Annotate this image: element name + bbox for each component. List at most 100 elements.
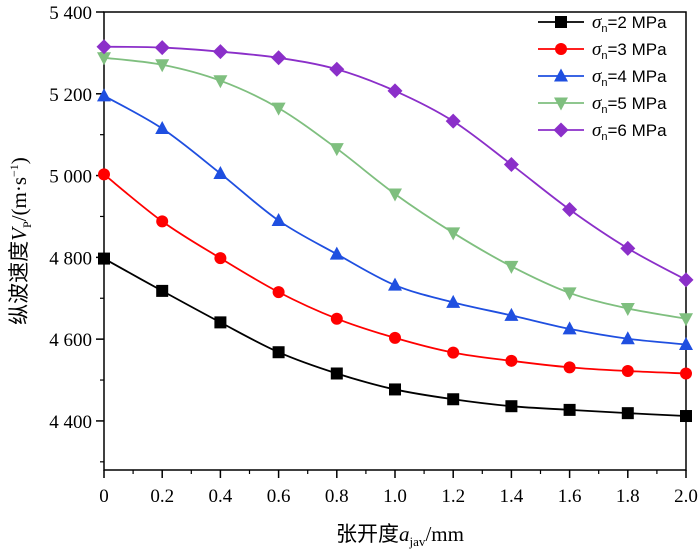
y-tick-label: 5 000 bbox=[49, 167, 92, 188]
x-tick-label: 1.2 bbox=[441, 486, 465, 507]
circle-marker bbox=[555, 43, 567, 55]
x-tick-label: 2.0 bbox=[674, 486, 698, 507]
y-axis-title: 纵波速度VP/(m·s−1) bbox=[7, 157, 34, 325]
triangle-up-marker bbox=[504, 307, 519, 321]
triangle-down-marker bbox=[446, 227, 461, 241]
diamond-marker bbox=[387, 83, 403, 99]
triangle-up-marker bbox=[620, 331, 635, 345]
diamond-marker bbox=[212, 44, 228, 60]
triangle-down-marker bbox=[504, 260, 519, 274]
y-tick-label: 5 400 bbox=[49, 3, 92, 24]
legend-item-1: σn=2 MPa bbox=[538, 12, 667, 35]
square-marker bbox=[505, 400, 518, 413]
series-line bbox=[103, 45, 687, 281]
series-4 bbox=[97, 52, 693, 327]
square-marker bbox=[98, 252, 110, 265]
x-axis-title: 张开度ajav/mm bbox=[336, 522, 464, 549]
diamond-marker bbox=[553, 122, 569, 138]
triangle-up-marker bbox=[388, 277, 402, 291]
legend-item-5: σn=6 MPa bbox=[538, 120, 667, 143]
square-marker bbox=[621, 407, 634, 420]
legend-label: σn=2 MPa bbox=[592, 12, 667, 35]
triangle-up-marker bbox=[97, 88, 111, 102]
legend-label: σn=5 MPa bbox=[592, 93, 667, 116]
diamond-marker bbox=[620, 240, 636, 256]
legend-label: σn=4 MPa bbox=[592, 66, 667, 89]
triangle-down-marker bbox=[271, 102, 286, 116]
diamond-marker bbox=[562, 202, 578, 218]
circle-marker bbox=[389, 331, 401, 344]
x-tick-label: 1.8 bbox=[616, 486, 640, 507]
circle-marker bbox=[563, 361, 576, 374]
x-tick-label: 0.6 bbox=[267, 486, 291, 507]
circle-marker bbox=[505, 354, 518, 367]
diamond-marker bbox=[329, 61, 345, 77]
square-marker bbox=[447, 393, 460, 406]
series-3 bbox=[97, 88, 693, 350]
legend-item-4: σn=5 MPa bbox=[538, 93, 667, 116]
triangle-up-marker bbox=[679, 336, 693, 350]
triangle-down-marker bbox=[329, 143, 344, 157]
circle-marker bbox=[447, 346, 460, 359]
x-tick-label: 1.6 bbox=[558, 486, 582, 507]
triangle-up-marker bbox=[213, 166, 228, 180]
square-marker bbox=[214, 316, 227, 329]
square-marker bbox=[330, 367, 343, 380]
square-marker bbox=[563, 403, 576, 416]
y-tick-label: 5 200 bbox=[49, 85, 92, 106]
series-5 bbox=[96, 39, 694, 288]
y-tick-label: 4 800 bbox=[49, 248, 92, 269]
square-marker bbox=[156, 284, 169, 297]
legend-item-2: σn=3 MPa bbox=[538, 39, 667, 62]
axes: 0 0.2 0.4 0.6 0.8 1.0 1.2 1.4 1.6 1.8 2.0 4 400 4 60… bbox=[49, 3, 698, 507]
series-layer bbox=[96, 39, 694, 423]
triangle-up-marker bbox=[329, 246, 344, 260]
square-marker bbox=[555, 16, 567, 28]
triangle-down-marker bbox=[155, 59, 170, 73]
triangle-up-marker bbox=[562, 321, 577, 335]
x-tick-label: 0 bbox=[99, 486, 109, 507]
legend-label: σn=3 MPa bbox=[592, 39, 667, 62]
diamond-marker bbox=[96, 39, 112, 55]
circle-marker bbox=[214, 252, 227, 265]
x-tick-label: 1.4 bbox=[500, 486, 524, 507]
square-marker bbox=[389, 383, 401, 396]
x-tick-label: 1.0 bbox=[383, 486, 407, 507]
y-tick-label: 4 600 bbox=[49, 330, 92, 351]
triangle-up-marker bbox=[446, 294, 461, 308]
circle-marker bbox=[156, 215, 169, 228]
circle-marker bbox=[272, 286, 285, 299]
square-marker bbox=[272, 346, 285, 359]
square-marker bbox=[680, 410, 692, 423]
legend-label: σn=6 MPa bbox=[592, 120, 667, 143]
triangle-down-marker bbox=[97, 52, 111, 66]
y-tick-label: 4 400 bbox=[49, 412, 92, 433]
diamond-marker bbox=[678, 272, 694, 288]
triangle-up-marker bbox=[155, 121, 170, 135]
diamond-marker bbox=[503, 157, 519, 173]
x-tick-label: 0.4 bbox=[209, 486, 233, 507]
triangle-down-marker bbox=[388, 188, 402, 202]
series-line bbox=[103, 173, 687, 375]
triangle-down-marker bbox=[679, 313, 693, 327]
triangle-down-marker bbox=[213, 75, 228, 89]
triangle-up-marker bbox=[554, 68, 568, 82]
series-2 bbox=[98, 168, 692, 380]
series-line bbox=[103, 95, 687, 346]
series-1 bbox=[98, 252, 692, 423]
triangle-down-marker bbox=[620, 302, 635, 316]
circle-marker bbox=[680, 367, 692, 380]
x-tick-label: 0.2 bbox=[150, 486, 174, 507]
circle-marker bbox=[98, 168, 110, 181]
circle-marker bbox=[621, 365, 634, 378]
diamond-marker bbox=[271, 50, 287, 66]
legend: σn=2 MPa σn=3 MPa σn=4 MPa σn=5 MPa σn=6 MPa bbox=[538, 12, 667, 143]
diamond-marker bbox=[154, 40, 170, 56]
triangle-down-marker bbox=[562, 287, 577, 301]
triangle-up-marker bbox=[271, 213, 286, 227]
legend-item-3: σn=4 MPa bbox=[538, 66, 667, 89]
diamond-marker bbox=[445, 113, 461, 129]
x-tick-label: 0.8 bbox=[325, 486, 349, 507]
triangle-down-marker bbox=[554, 97, 568, 111]
